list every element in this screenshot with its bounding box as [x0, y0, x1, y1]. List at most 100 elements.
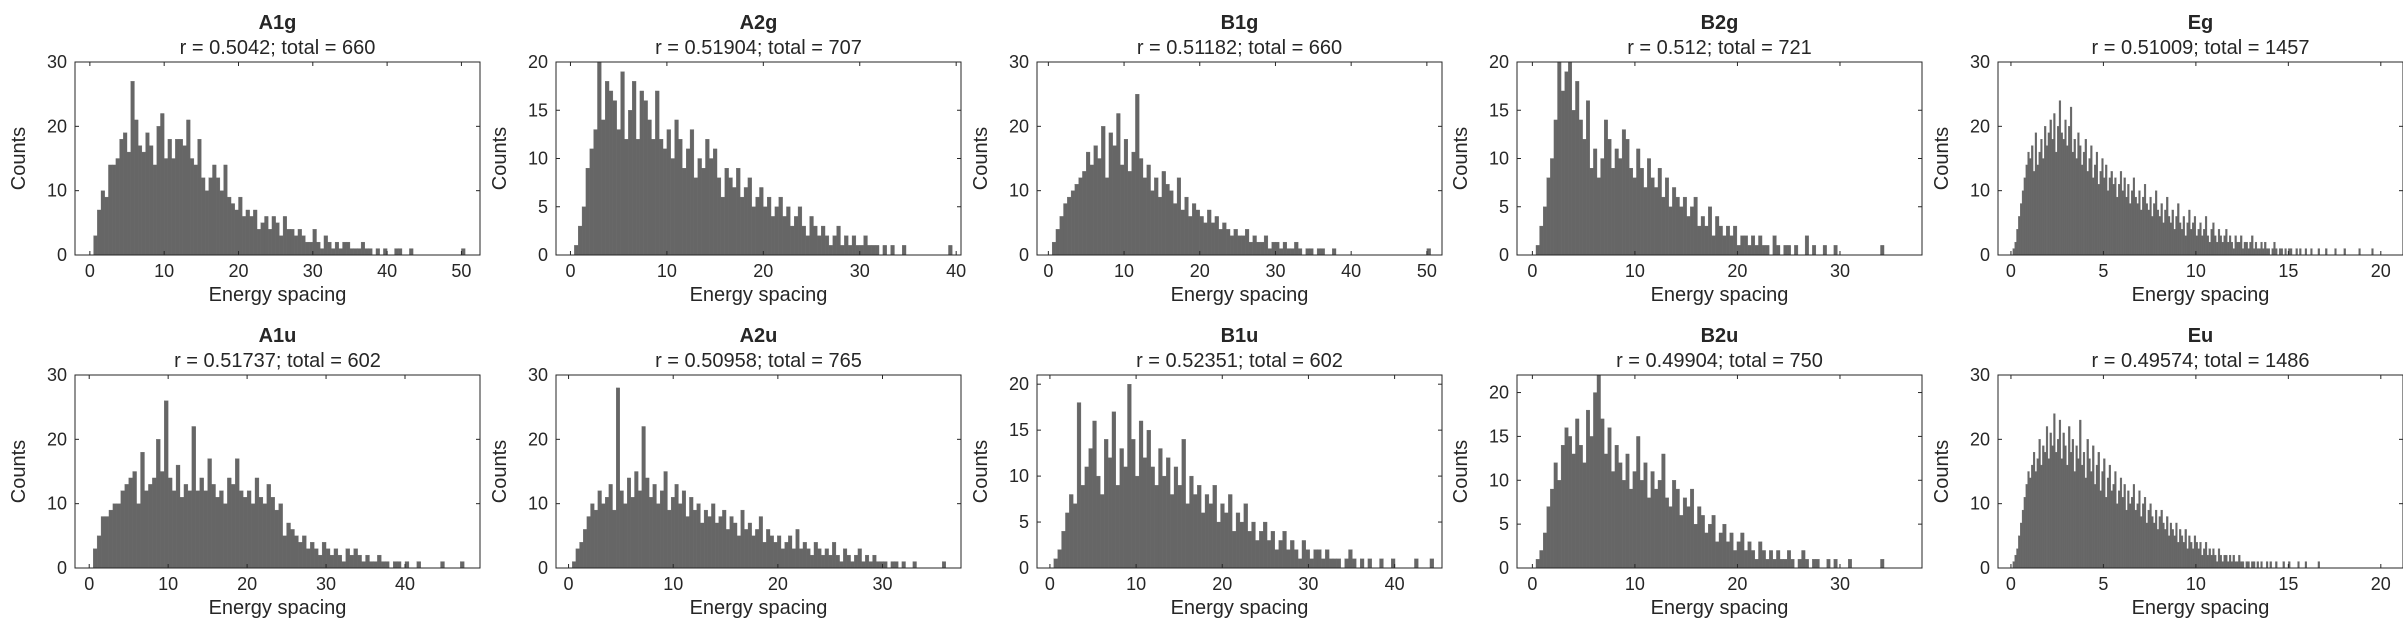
histogram-bar: [104, 196, 109, 256]
histogram-bar: [663, 471, 668, 569]
histogram-bar: [294, 535, 299, 569]
histogram-bar: [266, 484, 271, 569]
histogram-bar: [693, 177, 698, 256]
y-tick-label: 20: [1009, 116, 1029, 136]
histogram-bar: [1203, 222, 1208, 256]
y-tick-label: 0: [1019, 558, 1029, 578]
histogram-bar: [790, 225, 795, 256]
histogram-bar: [1654, 488, 1659, 569]
histogram-bar: [2258, 248, 2261, 256]
histogram-bar: [2280, 248, 2283, 256]
histogram-bar: [1275, 241, 1280, 256]
histogram-bar: [2182, 216, 2185, 256]
x-tick-label: 0: [2006, 574, 2016, 594]
y-tick-label: 5: [1499, 197, 1509, 217]
x-tick-label: 0: [1527, 261, 1537, 281]
histogram-bar: [583, 529, 588, 569]
histogram-bar: [700, 522, 705, 569]
histogram-bar: [2290, 248, 2293, 256]
histogram-bar: [2238, 241, 2241, 256]
x-tick-label: 10: [663, 574, 683, 594]
histogram-bar: [1765, 559, 1770, 569]
histogram-bar: [1185, 503, 1190, 569]
histogram-bar: [2245, 561, 2248, 569]
histogram-bar: [2073, 471, 2076, 569]
panel-a2g-title: A2g: [740, 12, 778, 34]
histogram-bar: [2018, 216, 2021, 256]
histogram-bar: [250, 503, 256, 569]
histogram-bar: [301, 235, 306, 256]
histogram-bar: [1192, 203, 1197, 256]
histogram-bar: [345, 548, 350, 569]
histogram-bar: [1787, 245, 1791, 256]
histogram-bar: [1232, 531, 1237, 569]
histogram-bar: [1078, 177, 1083, 256]
histogram-bar: [1668, 506, 1673, 569]
y-tick-label: 30: [1970, 365, 1990, 385]
y-tick-label: 20: [1009, 374, 1029, 394]
histogram-bar: [152, 164, 157, 256]
x-tick-label: 10: [2186, 261, 2206, 281]
histogram-bar: [1059, 216, 1064, 256]
histogram-bar: [2090, 471, 2093, 569]
histogram-bar: [160, 113, 165, 256]
histogram-bar: [239, 490, 244, 569]
histogram-bar: [1758, 541, 1763, 569]
histogram-bar: [2047, 132, 2050, 256]
histogram-bar: [1053, 558, 1058, 569]
histogram-bar: [1150, 190, 1155, 256]
histogram-bar: [1282, 241, 1287, 256]
x-tick-label: 20: [237, 574, 257, 594]
x-tick-label: 30: [1298, 574, 1318, 594]
histogram-bar: [2317, 561, 2320, 569]
histogram-bar: [2192, 548, 2195, 569]
histogram-bar: [246, 490, 252, 569]
histogram-bar: [238, 196, 243, 256]
histogram-bar: [1173, 203, 1178, 256]
histogram-bar: [2088, 458, 2091, 569]
histogram-bar: [2210, 229, 2213, 256]
histogram-bar: [1142, 457, 1148, 569]
histogram-bar: [1553, 119, 1558, 256]
histogram-bar: [2116, 196, 2119, 256]
histogram-bar: [616, 129, 621, 256]
histogram-bar: [912, 561, 917, 569]
histogram-bar: [156, 126, 161, 256]
panel-a1u-axes-box: [74, 374, 481, 569]
histogram-bar: [193, 164, 198, 256]
histogram-bar: [2156, 209, 2160, 256]
histogram-bar: [859, 245, 864, 256]
x-tick-label: 10: [1126, 574, 1146, 594]
x-tick-label: 10: [1114, 261, 1134, 281]
histogram-bar: [2029, 158, 2032, 256]
y-tick-label: 20: [528, 429, 548, 449]
histogram-bar: [2125, 509, 2128, 569]
histogram-bar: [2040, 139, 2043, 256]
histogram-bar: [1274, 549, 1279, 569]
histogram-bar: [1726, 541, 1730, 569]
histogram-bar: [632, 81, 637, 256]
histogram-bar: [597, 61, 602, 256]
histogram-bar: [686, 148, 691, 256]
histogram-bar: [191, 426, 196, 569]
histogram-bar: [2208, 241, 2211, 256]
x-tick-label: 30: [850, 261, 870, 281]
histogram-bar: [1111, 411, 1116, 569]
histogram-bar: [393, 561, 398, 569]
histogram-bar: [1243, 503, 1248, 569]
y-tick-label: 20: [47, 429, 67, 449]
x-tick-label: 50: [451, 261, 471, 281]
histogram-bar: [1621, 480, 1626, 569]
histogram-bar: [641, 426, 646, 569]
histogram-bar: [1189, 475, 1194, 569]
histogram-bar: [2051, 445, 2054, 569]
histogram-bar: [659, 490, 664, 569]
histogram-bar: [767, 196, 772, 256]
histogram-bar: [1618, 158, 1623, 256]
panel-b1u-ylabel: Counts: [970, 440, 992, 503]
histogram-bar: [178, 139, 183, 256]
histogram-bar: [1316, 248, 1322, 256]
histogram-bar: [2069, 106, 2073, 256]
histogram-bar: [1718, 225, 1723, 256]
x-tick-label: 0: [1527, 574, 1537, 594]
